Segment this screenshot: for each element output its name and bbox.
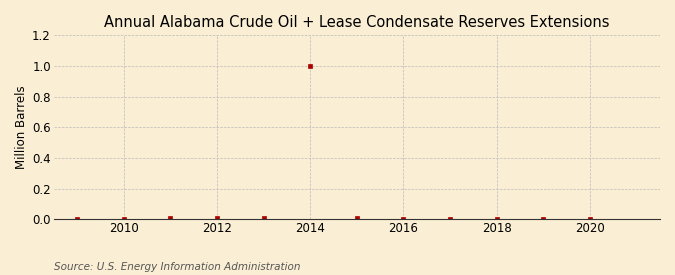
Text: Source: U.S. Energy Information Administration: Source: U.S. Energy Information Administ… xyxy=(54,262,300,272)
Title: Annual Alabama Crude Oil + Lease Condensate Reserves Extensions: Annual Alabama Crude Oil + Lease Condens… xyxy=(104,15,610,30)
Y-axis label: Million Barrels: Million Barrels xyxy=(15,86,28,169)
